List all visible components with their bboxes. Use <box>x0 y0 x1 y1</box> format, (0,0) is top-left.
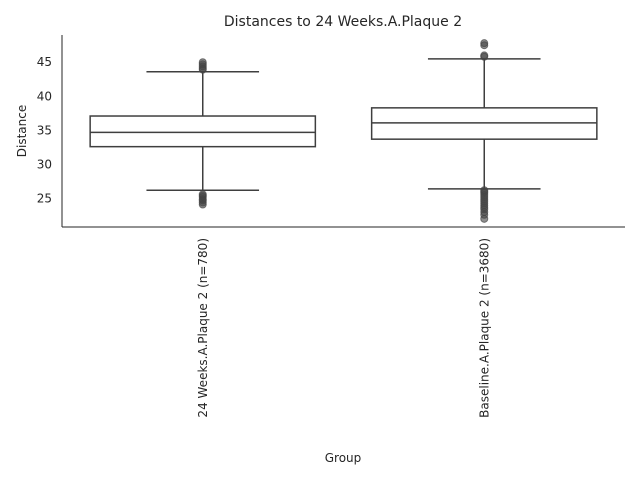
y-tick-label: 25 <box>37 191 52 205</box>
x-axis-label: Group <box>325 451 362 465</box>
x-tick-label: Baseline.A.Plaque 2 (n=3680) <box>477 238 491 418</box>
y-axis-label: Distance <box>15 105 29 157</box>
y-tick-label: 40 <box>37 89 52 103</box>
box-iqr <box>89 115 317 148</box>
y-tick-label: 30 <box>37 157 52 171</box>
y-tick-label: 45 <box>37 55 52 69</box>
outlier-point <box>198 190 207 199</box>
x-tick-label: 24 Weeks.A.Plaque 2 (n=780) <box>196 238 210 418</box>
outlier-point <box>198 58 207 67</box>
chart-title: Distances to 24 Weeks.A.Plaque 2 <box>224 14 462 30</box>
outlier-point <box>480 186 489 195</box>
outlier-point <box>480 39 489 48</box>
plot-area: 25 30 35 40 45 24 Weeks.A.Plaque 2 (n=780) Bas… <box>37 35 625 418</box>
y-tick-label: 35 <box>37 123 52 137</box>
outlier-point <box>480 51 489 60</box>
